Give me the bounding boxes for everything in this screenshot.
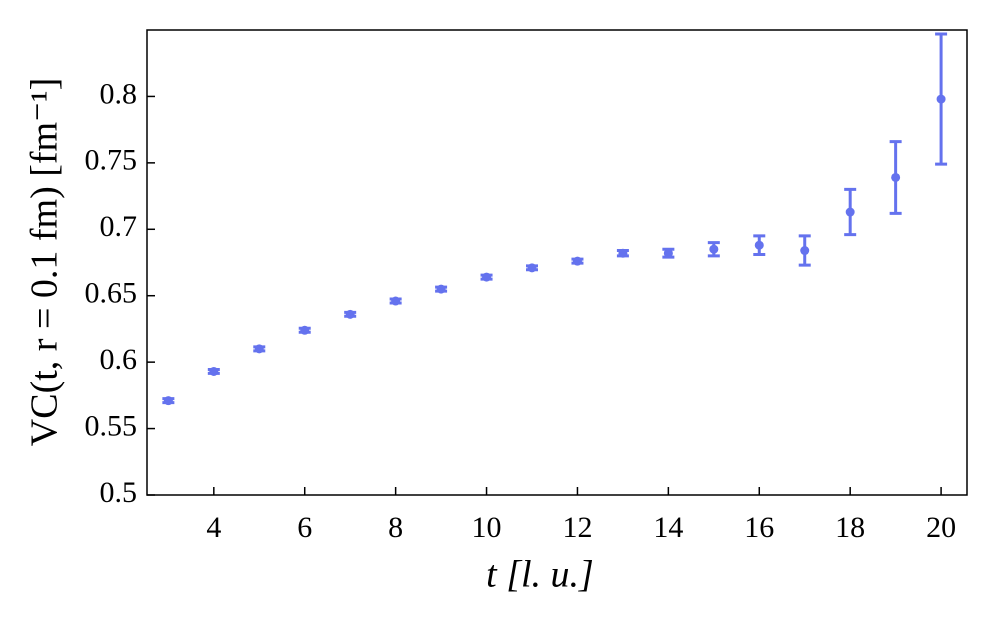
- y-axis-title: VC(t, r = 0.1 fm) [fm⁻¹]: [24, 78, 66, 446]
- data-point: [754, 240, 764, 250]
- data-point: [345, 309, 355, 319]
- data-point: [209, 366, 219, 376]
- x-tick-label: 20: [926, 511, 956, 544]
- y-tick-label: 0.8: [100, 77, 138, 110]
- data-point: [527, 263, 537, 273]
- y-tick-label: 0.5: [100, 476, 138, 509]
- x-tick-label: 12: [562, 511, 592, 544]
- data-point: [800, 246, 810, 256]
- x-tick-label: 16: [744, 511, 774, 544]
- data-point: [845, 207, 855, 217]
- data-point: [254, 344, 264, 354]
- data-point: [300, 325, 310, 335]
- data-point: [663, 248, 673, 258]
- data-point: [436, 284, 446, 294]
- data-point: [936, 94, 946, 104]
- data-point: [891, 172, 901, 182]
- x-tick-label: 18: [835, 511, 865, 544]
- x-tick-label: 6: [297, 511, 312, 544]
- x-tick-label: 10: [472, 511, 502, 544]
- data-point: [572, 256, 582, 266]
- plot-frame: [146, 29, 968, 496]
- y-tick-label: 0.55: [85, 409, 138, 442]
- x-tick-label: 8: [388, 511, 403, 544]
- data-point: [391, 296, 401, 306]
- x-axis-title: t [l. u.]: [486, 554, 594, 596]
- y-tick-label: 0.75: [85, 144, 138, 177]
- x-tick-label: 14: [653, 511, 683, 544]
- x-tick-label: 4: [206, 511, 221, 544]
- data-point: [709, 244, 719, 254]
- y-tick-label: 0.65: [85, 277, 138, 310]
- y-tick-label: 0.7: [100, 210, 138, 243]
- data-point: [618, 248, 628, 258]
- y-tick-label: 0.6: [100, 343, 138, 376]
- data-point: [163, 396, 173, 406]
- data-point: [482, 272, 492, 282]
